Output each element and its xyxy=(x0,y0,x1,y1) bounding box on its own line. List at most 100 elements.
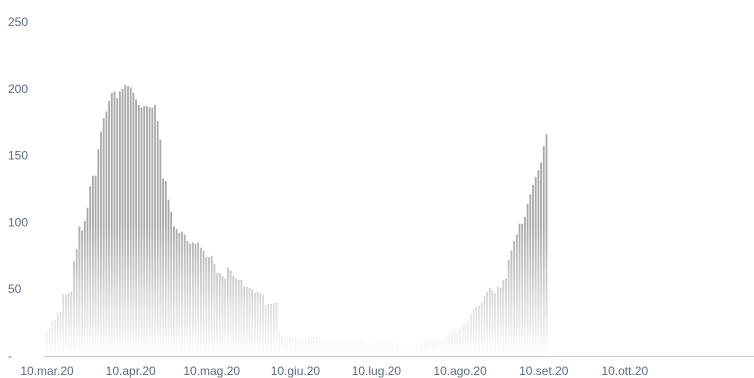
y-axis: - 50 100 150 200 250 xyxy=(8,15,28,363)
bar xyxy=(81,230,83,356)
bar xyxy=(513,241,515,356)
bar xyxy=(224,278,227,356)
bar xyxy=(67,293,70,356)
bar xyxy=(353,342,356,356)
bar xyxy=(394,346,397,356)
bar xyxy=(54,319,56,356)
bar xyxy=(262,294,264,356)
bar xyxy=(432,339,434,356)
bar xyxy=(267,303,270,356)
bar xyxy=(156,120,159,356)
bar xyxy=(521,223,524,356)
bar xyxy=(278,331,281,356)
bar xyxy=(240,279,243,356)
bar xyxy=(148,107,151,356)
bar xyxy=(256,291,259,356)
bar xyxy=(286,337,289,356)
bar xyxy=(348,342,351,356)
bar xyxy=(210,255,213,356)
bar xyxy=(232,275,235,356)
bar xyxy=(308,337,310,356)
bar xyxy=(289,337,291,356)
bar xyxy=(121,88,124,357)
bar xyxy=(237,279,240,356)
bar xyxy=(197,242,200,356)
bar xyxy=(245,286,248,356)
bar xyxy=(534,176,537,356)
bar xyxy=(89,186,92,356)
bar xyxy=(472,309,475,356)
bar xyxy=(127,86,129,356)
bar xyxy=(434,339,437,356)
bar xyxy=(167,199,170,356)
bar xyxy=(275,302,278,356)
bar xyxy=(537,170,540,356)
bar xyxy=(205,257,208,356)
bar xyxy=(62,294,65,356)
bar xyxy=(424,342,426,356)
bar xyxy=(407,346,410,356)
bar xyxy=(445,335,448,356)
bar xyxy=(143,106,146,356)
x-tick-label: 10.mar.20 xyxy=(20,364,74,378)
bar xyxy=(351,342,353,356)
bar xyxy=(529,194,532,356)
bar xyxy=(405,346,407,356)
bar xyxy=(75,249,78,356)
bar xyxy=(470,314,472,356)
bar xyxy=(329,342,332,356)
bar xyxy=(56,313,59,356)
bar xyxy=(108,100,110,356)
bar xyxy=(140,107,143,356)
bar xyxy=(391,342,394,356)
bar xyxy=(453,330,456,356)
bar xyxy=(313,337,316,356)
bar xyxy=(254,293,256,356)
bar xyxy=(162,178,164,356)
bar xyxy=(437,341,440,356)
bar xyxy=(310,337,313,356)
bar xyxy=(461,325,464,356)
x-tick-label: 10.mag.20 xyxy=(183,364,240,378)
bar xyxy=(324,341,326,356)
bar xyxy=(218,273,221,356)
bar xyxy=(170,211,173,356)
bar xyxy=(194,243,197,356)
bar xyxy=(51,321,54,356)
bar xyxy=(83,221,86,356)
bar xyxy=(402,346,405,356)
bar xyxy=(486,291,488,356)
bar xyxy=(189,243,191,356)
bar xyxy=(102,118,105,356)
bar xyxy=(208,257,210,356)
bar xyxy=(70,291,73,356)
bar xyxy=(272,302,275,356)
bar xyxy=(259,293,262,356)
bar xyxy=(181,231,183,356)
bar xyxy=(545,134,548,356)
bar xyxy=(524,217,526,356)
bar xyxy=(459,329,461,356)
bar xyxy=(173,226,175,356)
bar xyxy=(46,331,48,356)
x-tick-label: 10.set.20 xyxy=(519,364,569,378)
bar xyxy=(251,289,254,356)
x-tick-label: 10.ago.20 xyxy=(433,364,487,378)
bar xyxy=(186,241,189,356)
bar xyxy=(243,286,245,356)
bar xyxy=(383,342,386,356)
bar xyxy=(494,293,497,356)
bar xyxy=(59,311,62,356)
bar xyxy=(367,343,370,356)
bar xyxy=(48,327,51,356)
bar xyxy=(507,259,510,356)
bar xyxy=(443,339,445,356)
bar xyxy=(137,104,140,356)
bar xyxy=(216,273,218,356)
bar xyxy=(375,343,378,356)
bar xyxy=(154,104,156,356)
bar xyxy=(526,203,529,356)
bar xyxy=(467,321,470,356)
bar xyxy=(100,131,102,356)
bar xyxy=(297,339,299,356)
